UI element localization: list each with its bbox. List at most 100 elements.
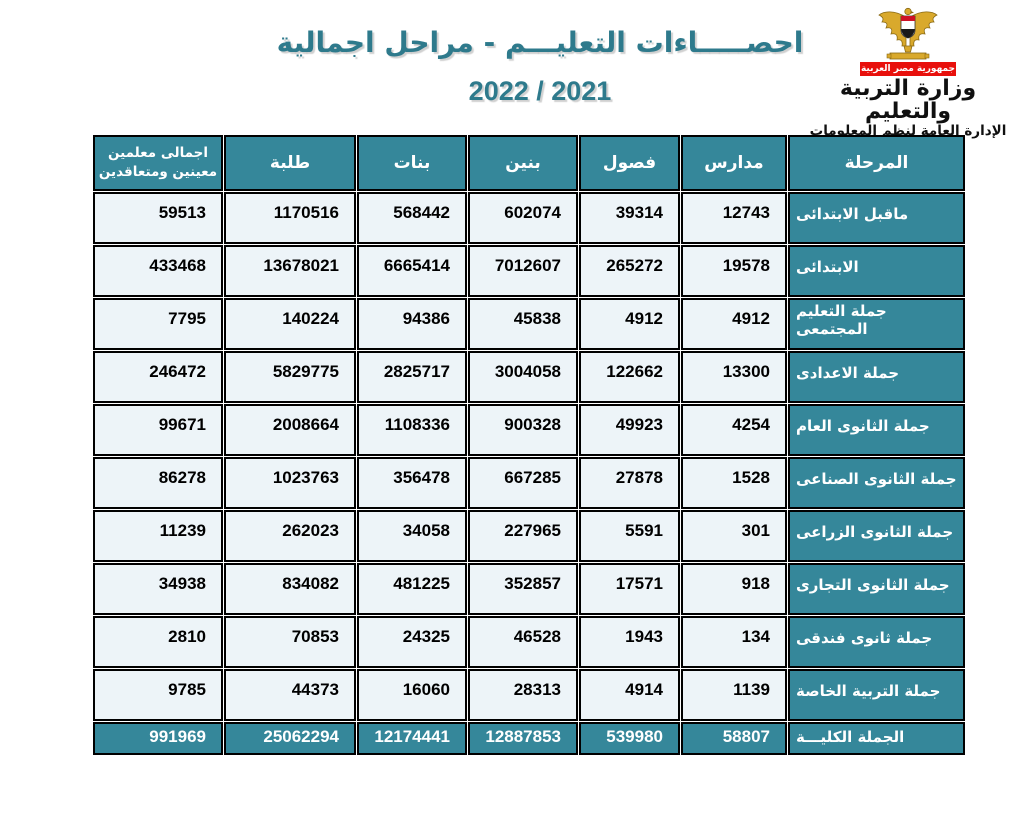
cell-classes: 265272 [579,245,680,297]
cell-stage: جملة الثانوى التجارى [788,563,965,615]
cell-total-classes: 539980 [579,722,680,755]
cell-classes: 122662 [579,351,680,403]
cell-boys: 352857 [468,563,578,615]
cell-schools: 1139 [681,669,787,721]
cell-stage: جملة الثانوى العام [788,404,965,456]
cell-classes: 1943 [579,616,680,668]
cell-schools: 134 [681,616,787,668]
cell-students: 70853 [224,616,356,668]
cell-teachers: 59513 [93,192,223,244]
cell-stage: جملة الثانوى الصناعى [788,457,965,509]
col-header-stage: المرحلة [788,135,965,191]
cell-teachers: 7795 [93,298,223,350]
cell-boys: 7012607 [468,245,578,297]
cell-schools: 918 [681,563,787,615]
cell-girls: 34058 [357,510,467,562]
cell-teachers: 34938 [93,563,223,615]
cell-classes: 27878 [579,457,680,509]
cell-girls: 6665414 [357,245,467,297]
cell-girls: 356478 [357,457,467,509]
cell-stage: جملة الثانوى الزراعى [788,510,965,562]
col-header-girls: بنات [357,135,467,191]
cell-classes: 17571 [579,563,680,615]
cell-boys: 667285 [468,457,578,509]
cell-teachers: 246472 [93,351,223,403]
cell-total-boys: 12887853 [468,722,578,755]
cell-boys: 45838 [468,298,578,350]
cell-stage: ماقبل الابتدائى [788,192,965,244]
table-row: 2810 70853 24325 46528 1943 134 جملة ثان… [93,616,965,668]
grand-total-row: 991969 25062294 12174441 12887853 539980… [93,722,965,755]
cell-students: 262023 [224,510,356,562]
table-row: 34938 834082 481225 352857 17571 918 جمل… [93,563,965,615]
cell-stage: جملة الاعدادى [788,351,965,403]
statistics-table: اجمالى معلمين معينين ومتعاقدين طلبة بنات… [92,134,966,756]
cell-schools: 12743 [681,192,787,244]
cell-students: 2008664 [224,404,356,456]
cell-stage: جملة التربية الخاصة [788,669,965,721]
cell-teachers: 433468 [93,245,223,297]
cell-total-girls: 12174441 [357,722,467,755]
cell-schools: 1528 [681,457,787,509]
cell-students: 1170516 [224,192,356,244]
table-row: 11239 262023 34058 227965 5591 301 جملة … [93,510,965,562]
cell-teachers: 2810 [93,616,223,668]
cell-schools: 19578 [681,245,787,297]
cell-boys: 227965 [468,510,578,562]
cell-classes: 5591 [579,510,680,562]
cell-boys: 3004058 [468,351,578,403]
cell-schools: 4254 [681,404,787,456]
statistics-table-wrapper: اجمالى معلمين معينين ومتعاقدين طلبة بنات… [92,134,966,756]
col-header-teachers: اجمالى معلمين معينين ومتعاقدين [93,135,223,191]
cell-stage: الابتدائى [788,245,965,297]
cell-stage: جملة ثانوى فندقى [788,616,965,668]
cell-classes: 4912 [579,298,680,350]
cell-schools: 4912 [681,298,787,350]
ministry-logo: جمهورية مصر العربية وزارة التربية والتعل… [798,5,1018,156]
cell-girls: 568442 [357,192,467,244]
report-year: 2022 / 2021 [468,76,612,106]
table-row: 246472 5829775 2825717 3004058 122662 13… [93,351,965,403]
cell-total-teachers: 991969 [93,722,223,755]
cell-schools: 13300 [681,351,787,403]
cell-teachers: 86278 [93,457,223,509]
cell-total-students: 25062294 [224,722,356,755]
cell-students: 140224 [224,298,356,350]
cell-classes: 49923 [579,404,680,456]
cell-girls: 2825717 [357,351,467,403]
cell-girls: 1108336 [357,404,467,456]
cell-schools: 301 [681,510,787,562]
col-header-boys: بنين [468,135,578,191]
cell-students: 1023763 [224,457,356,509]
table-row: 433468 13678021 6665414 7012607 265272 1… [93,245,965,297]
cell-total-schools: 58807 [681,722,787,755]
cell-classes: 39314 [579,192,680,244]
table-row: 86278 1023763 356478 667285 27878 1528 ج… [93,457,965,509]
cell-stage: جملة التعليم المجتمعى [788,298,965,350]
cell-total-stage: الجملة الكليـــة [788,722,965,755]
table-row: 9785 44373 16060 28313 4914 1139 جملة ال… [93,669,965,721]
ministry-name: وزارة التربية والتعليم [839,76,977,125]
cell-students: 44373 [224,669,356,721]
col-header-students: طلبة [224,135,356,191]
cell-boys: 46528 [468,616,578,668]
cell-students: 13678021 [224,245,356,297]
col-header-schools: مدارس [681,135,787,191]
table-row: 99671 2008664 1108336 900328 49923 4254 … [93,404,965,456]
cell-girls: 16060 [357,669,467,721]
cell-students: 834082 [224,563,356,615]
report-title: احصـــــاءات التعليـــم - مراحل اجمالية [276,26,804,59]
cell-teachers: 11239 [93,510,223,562]
cell-boys: 602074 [468,192,578,244]
table-header-row: اجمالى معلمين معينين ومتعاقدين طلبة بنات… [93,135,965,191]
cell-boys: 900328 [468,404,578,456]
cell-teachers: 99671 [93,404,223,456]
cell-girls: 94386 [357,298,467,350]
cell-girls: 24325 [357,616,467,668]
cell-girls: 481225 [357,563,467,615]
cell-students: 5829775 [224,351,356,403]
table-row: 7795 140224 94386 45838 4912 4912 جملة ا… [93,298,965,350]
egypt-eagle-emblem-icon [878,7,938,60]
table-row: 59513 1170516 568442 602074 39314 12743 … [93,192,965,244]
cell-teachers: 9785 [93,669,223,721]
